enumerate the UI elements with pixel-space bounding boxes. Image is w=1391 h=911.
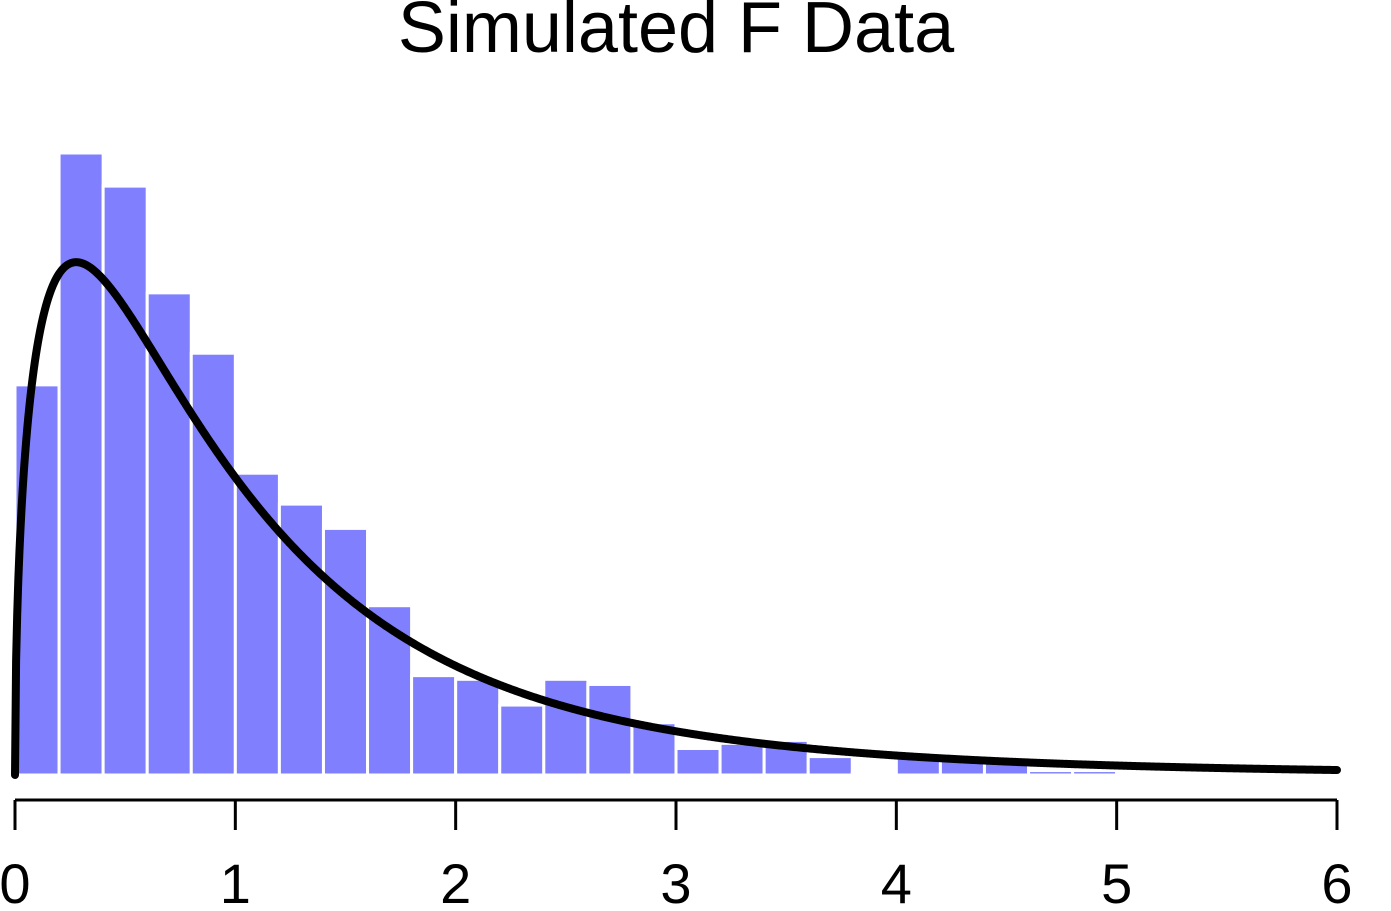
- histogram-bar: [410, 674, 458, 777]
- density-curve: [11, 258, 1341, 779]
- histogram-bar: [498, 703, 546, 777]
- x-tick-label: 4: [881, 852, 912, 911]
- histogram-bar: [1071, 769, 1119, 777]
- histogram-bar: [189, 351, 237, 777]
- histogram-bar: [101, 184, 149, 777]
- histogram-bar: [718, 741, 766, 777]
- histogram-bar: [454, 677, 502, 777]
- histogram-bar: [850, 772, 898, 777]
- histogram-bar: [542, 677, 590, 777]
- chart-title: Simulated F Data: [397, 0, 955, 68]
- histogram-bar: [1247, 772, 1295, 777]
- histogram-bar: [277, 502, 325, 777]
- x-tick-label: 3: [660, 852, 691, 911]
- histogram-bar: [1203, 772, 1251, 777]
- histogram-bar: [1115, 771, 1163, 777]
- histogram-bar: [366, 604, 414, 777]
- histogram-bar: [806, 755, 854, 777]
- histogram-bar: [586, 682, 634, 777]
- x-axis: 0 1 2 3 4 5 6: [0, 798, 1353, 911]
- histogram-bar: [321, 526, 370, 777]
- x-tick-label: 0: [0, 852, 31, 911]
- histogram-bar: [57, 151, 105, 777]
- histogram-bar: [1291, 772, 1339, 777]
- histogram-bars: [13, 151, 1339, 777]
- x-tick-label: 1: [220, 852, 251, 911]
- x-tick-label: 5: [1101, 852, 1132, 911]
- x-tick-label: 6: [1321, 852, 1352, 911]
- x-tick-label: 2: [440, 852, 471, 911]
- histogram-bar: [674, 747, 722, 777]
- histogram-bar: [145, 291, 193, 777]
- histogram-bar: [1027, 769, 1075, 777]
- histogram-bar: [1159, 772, 1207, 777]
